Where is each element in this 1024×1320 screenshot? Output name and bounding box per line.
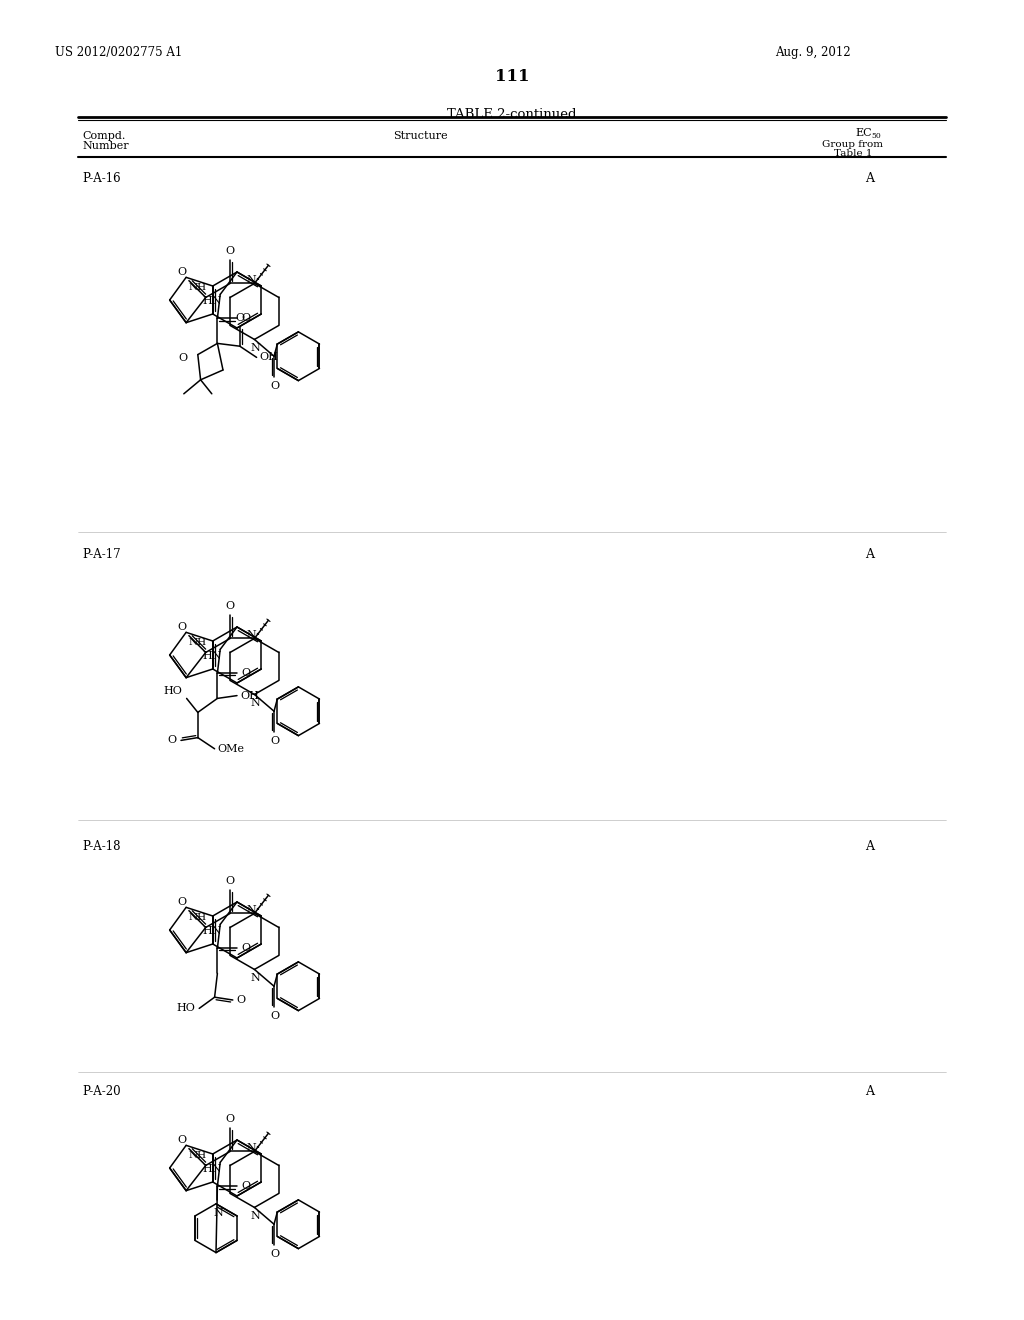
Text: HN: HN bbox=[202, 927, 222, 936]
Text: OMe: OMe bbox=[217, 743, 245, 754]
Text: O: O bbox=[270, 381, 280, 391]
Text: NH: NH bbox=[188, 639, 206, 647]
Text: N: N bbox=[247, 1143, 256, 1154]
Text: A: A bbox=[865, 1085, 874, 1098]
Text: P-A-17: P-A-17 bbox=[82, 548, 121, 561]
Text: HN: HN bbox=[202, 297, 222, 306]
Text: O: O bbox=[225, 1114, 234, 1123]
Text: O: O bbox=[225, 875, 234, 886]
Text: Number: Number bbox=[82, 141, 129, 150]
Text: O: O bbox=[177, 267, 186, 277]
Text: EC: EC bbox=[855, 128, 871, 139]
Text: P-A-20: P-A-20 bbox=[82, 1085, 121, 1098]
Text: A: A bbox=[865, 548, 874, 561]
Text: N: N bbox=[213, 1208, 223, 1218]
Text: N: N bbox=[251, 698, 260, 709]
Text: O: O bbox=[225, 246, 234, 256]
Text: O: O bbox=[241, 1181, 250, 1191]
Text: NH: NH bbox=[188, 913, 206, 923]
Text: Group from: Group from bbox=[822, 140, 884, 149]
Text: O: O bbox=[270, 737, 280, 746]
Text: HN: HN bbox=[202, 651, 222, 661]
Text: A: A bbox=[865, 840, 874, 853]
Text: O: O bbox=[241, 944, 250, 953]
Text: HO: HO bbox=[164, 686, 182, 697]
Text: US 2012/0202775 A1: US 2012/0202775 A1 bbox=[55, 46, 182, 59]
Text: NH: NH bbox=[188, 284, 206, 292]
Text: O: O bbox=[177, 896, 186, 907]
Text: TABLE 2-continued: TABLE 2-continued bbox=[447, 108, 577, 121]
Text: N: N bbox=[247, 276, 256, 285]
Text: O: O bbox=[237, 995, 246, 1005]
Text: NH: NH bbox=[188, 1151, 206, 1160]
Text: N: N bbox=[247, 906, 256, 916]
Text: HO: HO bbox=[176, 1003, 196, 1014]
Text: Aug. 9, 2012: Aug. 9, 2012 bbox=[775, 46, 851, 59]
Text: O: O bbox=[225, 601, 234, 611]
Text: OH: OH bbox=[260, 352, 279, 363]
Text: N: N bbox=[251, 973, 260, 983]
Text: 111: 111 bbox=[495, 69, 529, 84]
Text: O: O bbox=[241, 668, 250, 678]
Text: O: O bbox=[168, 735, 177, 746]
Text: N: N bbox=[251, 343, 260, 354]
Text: O: O bbox=[177, 622, 186, 632]
Text: O: O bbox=[270, 1011, 280, 1022]
Text: O: O bbox=[270, 1249, 280, 1259]
Text: P-A-16: P-A-16 bbox=[82, 172, 121, 185]
Text: N: N bbox=[247, 631, 256, 640]
Text: O: O bbox=[236, 313, 245, 322]
Text: Structure: Structure bbox=[392, 131, 447, 141]
Text: Compd.: Compd. bbox=[82, 131, 125, 141]
Text: P-A-18: P-A-18 bbox=[82, 840, 121, 853]
Text: 50: 50 bbox=[871, 132, 881, 140]
Text: A: A bbox=[865, 172, 874, 185]
Text: O: O bbox=[241, 313, 250, 323]
Text: HN: HN bbox=[202, 1164, 222, 1175]
Text: OH: OH bbox=[240, 690, 259, 701]
Text: O: O bbox=[178, 352, 187, 363]
Text: O: O bbox=[177, 1135, 186, 1144]
Text: N: N bbox=[251, 1212, 260, 1221]
Text: Table 1: Table 1 bbox=[834, 149, 872, 158]
